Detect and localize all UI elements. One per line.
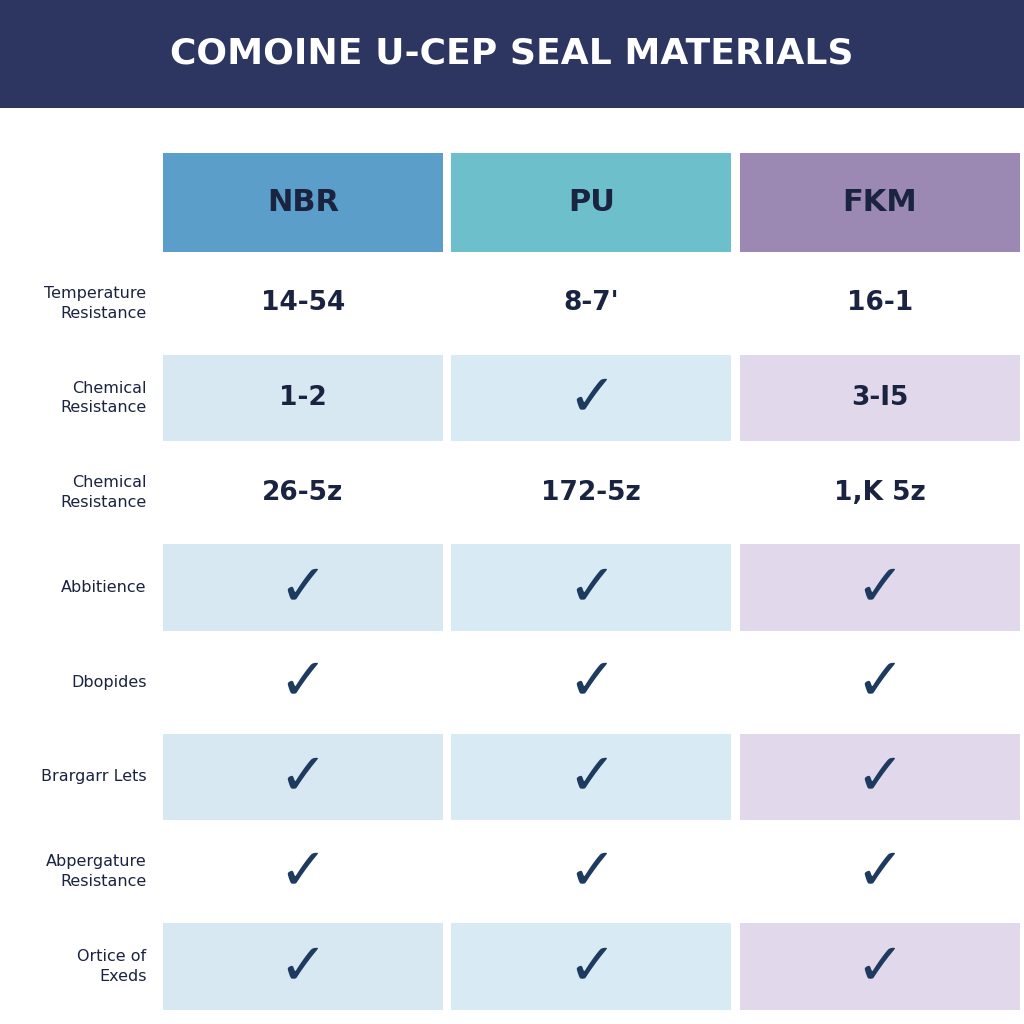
Bar — [739, 260, 1020, 346]
Bar — [163, 450, 443, 537]
Bar — [739, 545, 1020, 631]
Bar — [163, 545, 443, 631]
Bar — [163, 733, 443, 820]
Text: ✓: ✓ — [855, 749, 904, 806]
Text: Abpergature
Resistance: Abpergature Resistance — [46, 854, 146, 889]
Bar — [452, 450, 731, 537]
Bar — [739, 355, 1020, 441]
Text: 1,K 5z: 1,K 5z — [834, 480, 926, 506]
Text: Dbopides: Dbopides — [71, 675, 146, 690]
Text: ✓: ✓ — [279, 653, 328, 711]
Bar — [163, 260, 443, 346]
Bar — [452, 924, 731, 1010]
Text: ✓: ✓ — [567, 749, 615, 806]
Bar — [739, 153, 1020, 252]
Text: 172-5z: 172-5z — [542, 480, 641, 506]
Text: ✓: ✓ — [855, 843, 904, 900]
Text: ✓: ✓ — [279, 843, 328, 900]
Bar — [452, 153, 731, 252]
Bar — [163, 924, 443, 1010]
Bar — [452, 545, 731, 631]
Text: NBR: NBR — [267, 187, 339, 217]
Bar — [163, 639, 443, 725]
Bar — [163, 828, 443, 915]
Text: Abbitience: Abbitience — [61, 580, 146, 595]
Bar — [452, 639, 731, 725]
Text: 1-2: 1-2 — [280, 385, 327, 411]
Text: 14-54: 14-54 — [261, 291, 345, 316]
Text: ✓: ✓ — [279, 749, 328, 806]
Text: ✓: ✓ — [279, 559, 328, 616]
Text: ✓: ✓ — [855, 938, 904, 995]
Text: 8-7': 8-7' — [563, 291, 620, 316]
Text: ✓: ✓ — [279, 938, 328, 995]
Text: ✓: ✓ — [567, 653, 615, 711]
Text: Temperature
Resistance: Temperature Resistance — [44, 286, 146, 321]
Text: 26-5z: 26-5z — [262, 480, 344, 506]
Text: PU: PU — [568, 187, 614, 217]
Bar — [0, 0, 1024, 108]
Bar — [739, 733, 1020, 820]
Bar — [739, 828, 1020, 915]
Bar — [452, 733, 731, 820]
Text: Chemical
Resistance: Chemical Resistance — [60, 381, 146, 416]
Text: 3-I5: 3-I5 — [851, 385, 908, 411]
Bar — [739, 450, 1020, 537]
Text: Chemical
Resistance: Chemical Resistance — [60, 475, 146, 510]
Bar — [739, 924, 1020, 1010]
Text: ✓: ✓ — [567, 370, 615, 427]
Bar — [739, 639, 1020, 725]
Text: ✓: ✓ — [855, 559, 904, 616]
Text: ✓: ✓ — [567, 843, 615, 900]
Text: ✓: ✓ — [855, 653, 904, 711]
Bar — [452, 355, 731, 441]
Text: Brargarr Lets: Brargarr Lets — [41, 769, 146, 784]
Bar — [452, 828, 731, 915]
Text: FKM: FKM — [843, 187, 918, 217]
Bar — [163, 355, 443, 441]
Text: ✓: ✓ — [567, 938, 615, 995]
Text: Ortice of
Exeds: Ortice of Exeds — [77, 949, 146, 984]
Bar — [163, 153, 443, 252]
Text: 16-1: 16-1 — [847, 291, 913, 316]
Text: ✓: ✓ — [567, 559, 615, 616]
Text: COMOINE U-CEP SEAL MATERIALS: COMOINE U-CEP SEAL MATERIALS — [170, 37, 854, 71]
Bar — [452, 260, 731, 346]
